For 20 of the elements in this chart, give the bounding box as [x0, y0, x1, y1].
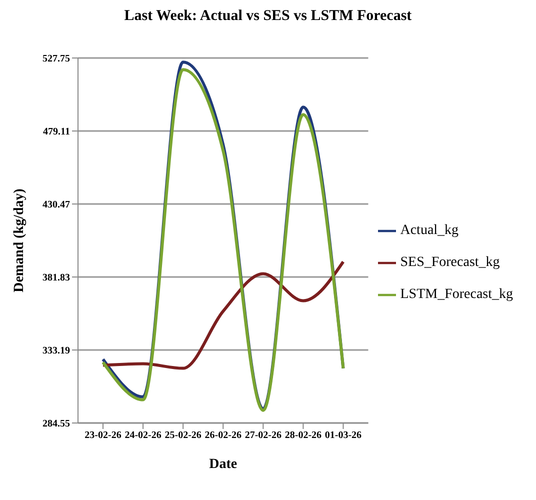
x-tick-label: 24-02-26 [124, 430, 162, 442]
x-axis-title: Date [209, 457, 238, 472]
y-tick-label: 479.11 [43, 126, 70, 138]
chart-title: Last Week: Actual vs SES vs LSTM Forecast [123, 8, 413, 26]
x-tick-label: 25-02-26 [164, 430, 202, 442]
legend-label: Actual_kg [400, 223, 459, 238]
x-tick-label: 26-02-26 [204, 430, 242, 442]
y-tick-label: 333.19 [42, 346, 70, 357]
legend-label: LSTM_Forecast_kg [400, 287, 513, 302]
y-tick-label: 381.83 [42, 272, 70, 284]
line-series [102, 260, 345, 370]
legend-label: SES_Forecast_kg [400, 255, 500, 270]
x-tick-label: 27-02-26 [244, 430, 282, 442]
x-tick-label: 23-02-26 [84, 430, 122, 442]
y-axis-title: Demand (kg/day) [12, 188, 27, 292]
x-tick-label: 01-03-26 [324, 430, 362, 442]
y-tick-label: 284.55 [42, 418, 70, 430]
x-tick-label: 28-02-26 [284, 430, 322, 442]
y-tick-label: 527.75 [42, 54, 70, 65]
y-tick-label: 430.47 [42, 200, 70, 211]
